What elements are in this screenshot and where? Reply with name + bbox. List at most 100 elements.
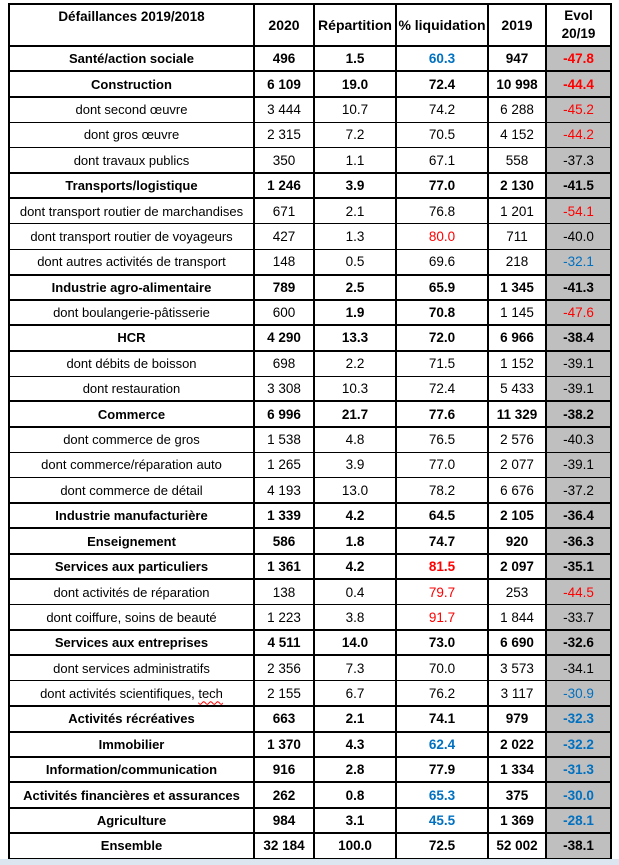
cell-evol: -30.0 (545, 781, 612, 809)
table-row: dont transport routier de marchandises 6… (8, 197, 612, 225)
table-row: dont services administratifs 2 356 7.3 7… (8, 654, 612, 682)
row-label: Activités récréatives (8, 705, 255, 733)
page-bottom-strip (0, 859, 619, 865)
cell-repartition: 1.9 (313, 299, 397, 326)
cell-repartition: 1.8 (313, 527, 397, 555)
cell-2020: 663 (253, 705, 315, 733)
row-label-text: Industrie agro-alimentaire (51, 279, 212, 295)
cell-evol: -44.5 (545, 578, 612, 606)
cell-repartition: 0.5 (313, 248, 397, 276)
cell-2019: 1 345 (487, 273, 547, 301)
table-row: Transports/logistique 1 246 3.9 77.0 2 1… (8, 171, 612, 200)
cell-evol: -37.3 (545, 147, 612, 174)
cell-2020: 1 538 (253, 426, 315, 453)
row-label-text: Transports/logistique (65, 178, 198, 194)
cell-2020: 586 (253, 527, 315, 555)
cell-evol: -40.0 (545, 223, 612, 250)
row-label-text: dont débits de boisson (66, 356, 197, 372)
table-row: dont activités scientifiques, tech 2 155… (8, 680, 612, 707)
cell-2020: 1 370 (253, 730, 315, 758)
row-label: dont restauration (8, 375, 255, 402)
row-label: HCR (8, 324, 255, 352)
cell-evol: -44.2 (545, 121, 612, 149)
cell-repartition: 13.0 (313, 477, 397, 504)
cell-liquidation: 77.6 (395, 400, 489, 428)
row-label: dont commerce/réparation auto (8, 451, 255, 479)
cell-liquidation: 67.1 (395, 147, 489, 174)
cell-2020: 138 (253, 578, 315, 606)
col-header-repartition: Répartition (313, 3, 397, 47)
row-label-text: Services aux entreprises (54, 635, 209, 651)
cell-2019: 1 334 (487, 755, 547, 784)
cell-repartition: 2.5 (313, 273, 397, 301)
cell-repartition: 19.0 (313, 70, 397, 98)
cell-liquidation: 70.8 (395, 299, 489, 326)
cell-2019: 2 022 (487, 730, 547, 758)
cell-2020: 4 193 (253, 477, 315, 504)
table-row: dont second œuvre 3 444 10.7 74.2 6 288 … (8, 96, 612, 123)
cell-2019: 920 (487, 527, 547, 555)
cell-2019: 11 329 (487, 400, 547, 428)
cell-liquidation: 74.2 (395, 96, 489, 123)
row-label: dont second œuvre (8, 96, 255, 123)
table-row: Ensemble 32 184 100.0 72.5 52 002 -38.1 (8, 832, 612, 860)
row-label-text: dont transport routier de marchandises (19, 203, 244, 219)
table-row: dont commerce/réparation auto 1 265 3.9 … (8, 451, 612, 479)
cell-2020: 3 308 (253, 375, 315, 402)
cell-2020: 1 339 (253, 502, 315, 530)
row-label-text: dont commerce de gros (63, 432, 200, 448)
row-label: Agriculture (8, 806, 255, 835)
table-row: dont restauration 3 308 10.3 72.4 5 433 … (8, 375, 612, 402)
row-label-text: dont commerce de détail (60, 482, 203, 498)
table-row: Construction 6 109 19.0 72.4 10 998 -44.… (8, 70, 612, 98)
cell-repartition: 10.3 (313, 375, 397, 402)
table-row: Services aux particuliers 1 361 4.2 81.5… (8, 552, 612, 581)
cell-repartition: 3.9 (313, 171, 397, 200)
cell-2019: 2 105 (487, 502, 547, 530)
row-label-text: dont commerce/réparation auto (41, 457, 222, 473)
cell-evol: -38.1 (545, 832, 612, 860)
cell-repartition: 3.9 (313, 451, 397, 479)
cell-evol: -45.2 (545, 96, 612, 123)
cell-2019: 1 201 (487, 197, 547, 225)
cell-2019: 6 676 (487, 477, 547, 504)
table-row: Commerce 6 996 21.7 77.6 11 329 -38.2 (8, 400, 612, 428)
cell-liquidation: 45.5 (395, 806, 489, 835)
table-row: dont travaux publics 350 1.1 67.1 558 -3… (8, 147, 612, 174)
cell-evol: -39.1 (545, 350, 612, 377)
table-row: dont coiffure, soins de beauté 1 223 3.8… (8, 604, 612, 631)
cell-evol: -32.2 (545, 730, 612, 758)
col-header-2019: 2019 (487, 3, 547, 47)
cell-repartition: 10.7 (313, 96, 397, 123)
row-label-text: Construction (91, 76, 172, 92)
table-row: Enseignement 586 1.8 74.7 920 -36.3 (8, 527, 612, 555)
cell-2020: 600 (253, 299, 315, 326)
cell-2019: 3 573 (487, 654, 547, 682)
cell-repartition: 4.2 (313, 552, 397, 581)
cell-2019: 5 433 (487, 375, 547, 402)
row-label: Enseignement (8, 527, 255, 555)
cell-2020: 3 444 (253, 96, 315, 123)
row-label: dont débits de boisson (8, 350, 255, 377)
cell-evol: -39.1 (545, 375, 612, 402)
cell-repartition: 2.1 (313, 705, 397, 733)
cell-2019: 10 998 (487, 70, 547, 98)
cell-liquidation: 73.0 (395, 628, 489, 657)
table-row: Industrie manufacturière 1 339 4.2 64.5 … (8, 502, 612, 530)
table-body: Santé/action sociale 496 1.5 60.3 947 -4… (8, 44, 612, 860)
table-row: Activités récréatives 663 2.1 74.1 979 -… (8, 705, 612, 733)
row-label: Ensemble (8, 832, 255, 860)
row-label: dont commerce de détail (8, 477, 255, 504)
table-row: dont commerce de détail 4 193 13.0 78.2 … (8, 477, 612, 504)
table-row: dont activités de réparation 138 0.4 79.… (8, 578, 612, 606)
cell-2020: 427 (253, 223, 315, 250)
cell-repartition: 4.2 (313, 502, 397, 530)
cell-repartition: 1.5 (313, 44, 397, 73)
cell-2019: 218 (487, 248, 547, 276)
cell-evol: -32.3 (545, 705, 612, 733)
row-label: dont autres activités de transport (8, 248, 255, 276)
cell-2019: 6 966 (487, 324, 547, 352)
cell-liquidation: 72.5 (395, 832, 489, 860)
defaillances-table: Défaillances 2019/2018 2020 Répartition … (8, 3, 612, 860)
cell-2019: 711 (487, 223, 547, 250)
